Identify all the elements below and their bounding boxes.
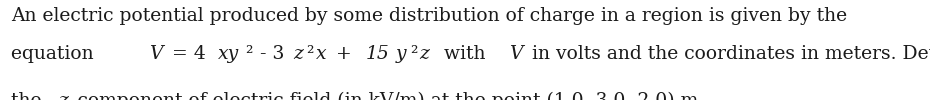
Text: = 4: = 4 bbox=[166, 45, 206, 63]
Text: ²: ² bbox=[410, 45, 417, 63]
Text: with: with bbox=[432, 45, 491, 63]
Text: x: x bbox=[316, 45, 326, 63]
Text: 15: 15 bbox=[365, 45, 389, 63]
Text: y: y bbox=[396, 45, 406, 63]
Text: z: z bbox=[59, 92, 68, 100]
Text: -component of electric field (in kV/m) at the point (1.0, 3.0, 2.0) m.: -component of electric field (in kV/m) a… bbox=[71, 92, 704, 100]
Text: in volts and the coordinates in meters. Determine: in volts and the coordinates in meters. … bbox=[526, 45, 930, 63]
Text: +: + bbox=[329, 45, 357, 63]
Text: the: the bbox=[11, 92, 47, 100]
Text: ²: ² bbox=[245, 45, 252, 63]
Text: V: V bbox=[509, 45, 523, 63]
Text: z: z bbox=[419, 45, 429, 63]
Text: An electric potential produced by some distribution of charge in a region is giv: An electric potential produced by some d… bbox=[11, 7, 847, 25]
Text: xy: xy bbox=[218, 45, 239, 63]
Text: - 3: - 3 bbox=[255, 45, 285, 63]
Text: V: V bbox=[149, 45, 162, 63]
Text: ²: ² bbox=[306, 45, 313, 63]
Text: z: z bbox=[294, 45, 303, 63]
Text: equation: equation bbox=[11, 45, 118, 63]
